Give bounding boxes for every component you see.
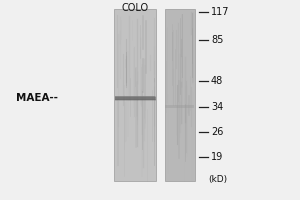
Text: (kD): (kD)	[208, 175, 227, 184]
Text: 48: 48	[211, 76, 223, 86]
Bar	[114, 9, 156, 181]
Bar	[166, 105, 194, 108]
Bar	[115, 96, 155, 100]
Text: 85: 85	[211, 35, 223, 45]
Text: 19: 19	[211, 152, 223, 162]
Text: 26: 26	[211, 127, 223, 137]
Text: 34: 34	[211, 102, 223, 112]
Bar	[165, 9, 195, 181]
Text: MAEA--: MAEA--	[16, 93, 58, 103]
Text: 117: 117	[211, 7, 230, 17]
Text: COLO: COLO	[122, 3, 149, 13]
